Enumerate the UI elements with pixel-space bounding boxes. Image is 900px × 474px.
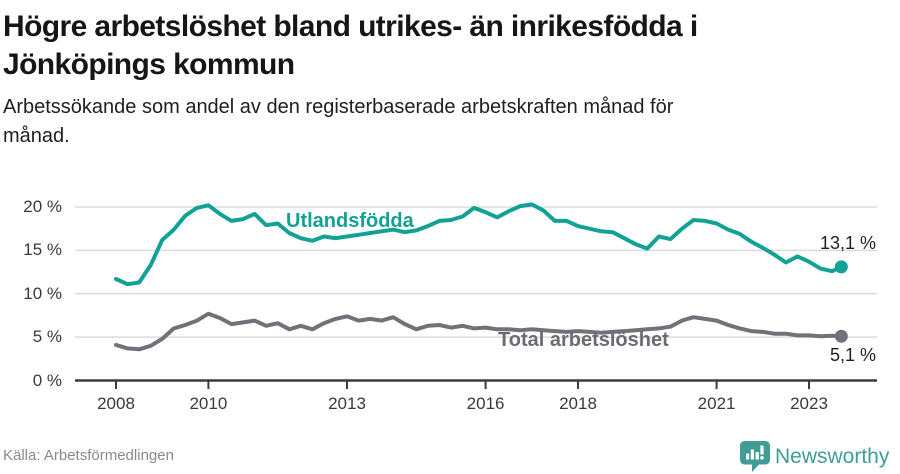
y-axis-label: 5 %	[32, 327, 62, 347]
y-axis-label: 20 %	[23, 197, 62, 216]
x-axis-label: 2018	[559, 394, 597, 413]
bar-chart-speech-bubble-icon	[740, 441, 770, 472]
chart-subtitle-line-1: Arbetssökande som andel av den registerb…	[3, 96, 674, 118]
series-end-dot-1	[834, 329, 848, 343]
series-line-0	[114, 202, 844, 287]
page-title-line-2: Jönköpings kommun	[3, 48, 295, 81]
y-axis-label: 10 %	[23, 283, 62, 303]
series-label-utlandsfodda: Utlandsfödda	[286, 210, 414, 232]
chart-subtitle-line-2: månad.	[3, 125, 70, 147]
y-axis-label: 0 %	[32, 370, 62, 390]
value-label-total-arbetsloshet: 5,1 %	[829, 345, 876, 365]
value-label-utlandsfodda: 13,1 %	[819, 233, 876, 253]
x-axis-label: 2010	[189, 394, 228, 413]
series-line-1	[114, 311, 844, 352]
page-title-line-1: Högre arbetslöshet bland utrikes- än inr…	[3, 10, 698, 43]
y-axis-label: 15 %	[23, 240, 62, 260]
x-axis-label: 2023	[790, 394, 828, 413]
newsworthy-logo: Newsworthy	[739, 440, 889, 473]
x-axis-label: 2021	[697, 394, 736, 413]
series-label-total-arbetsloshet: Total arbetslöshet	[498, 329, 669, 351]
newsworthy-logo-text: Newsworthy	[775, 445, 890, 468]
x-axis-label: 2013	[328, 394, 366, 413]
x-axis-label: 2016	[466, 394, 505, 413]
source-note: Källa: Arbetsförmedlingen	[3, 447, 174, 464]
series-end-dot-0	[834, 260, 848, 274]
x-axis-label: 2008	[97, 394, 135, 413]
